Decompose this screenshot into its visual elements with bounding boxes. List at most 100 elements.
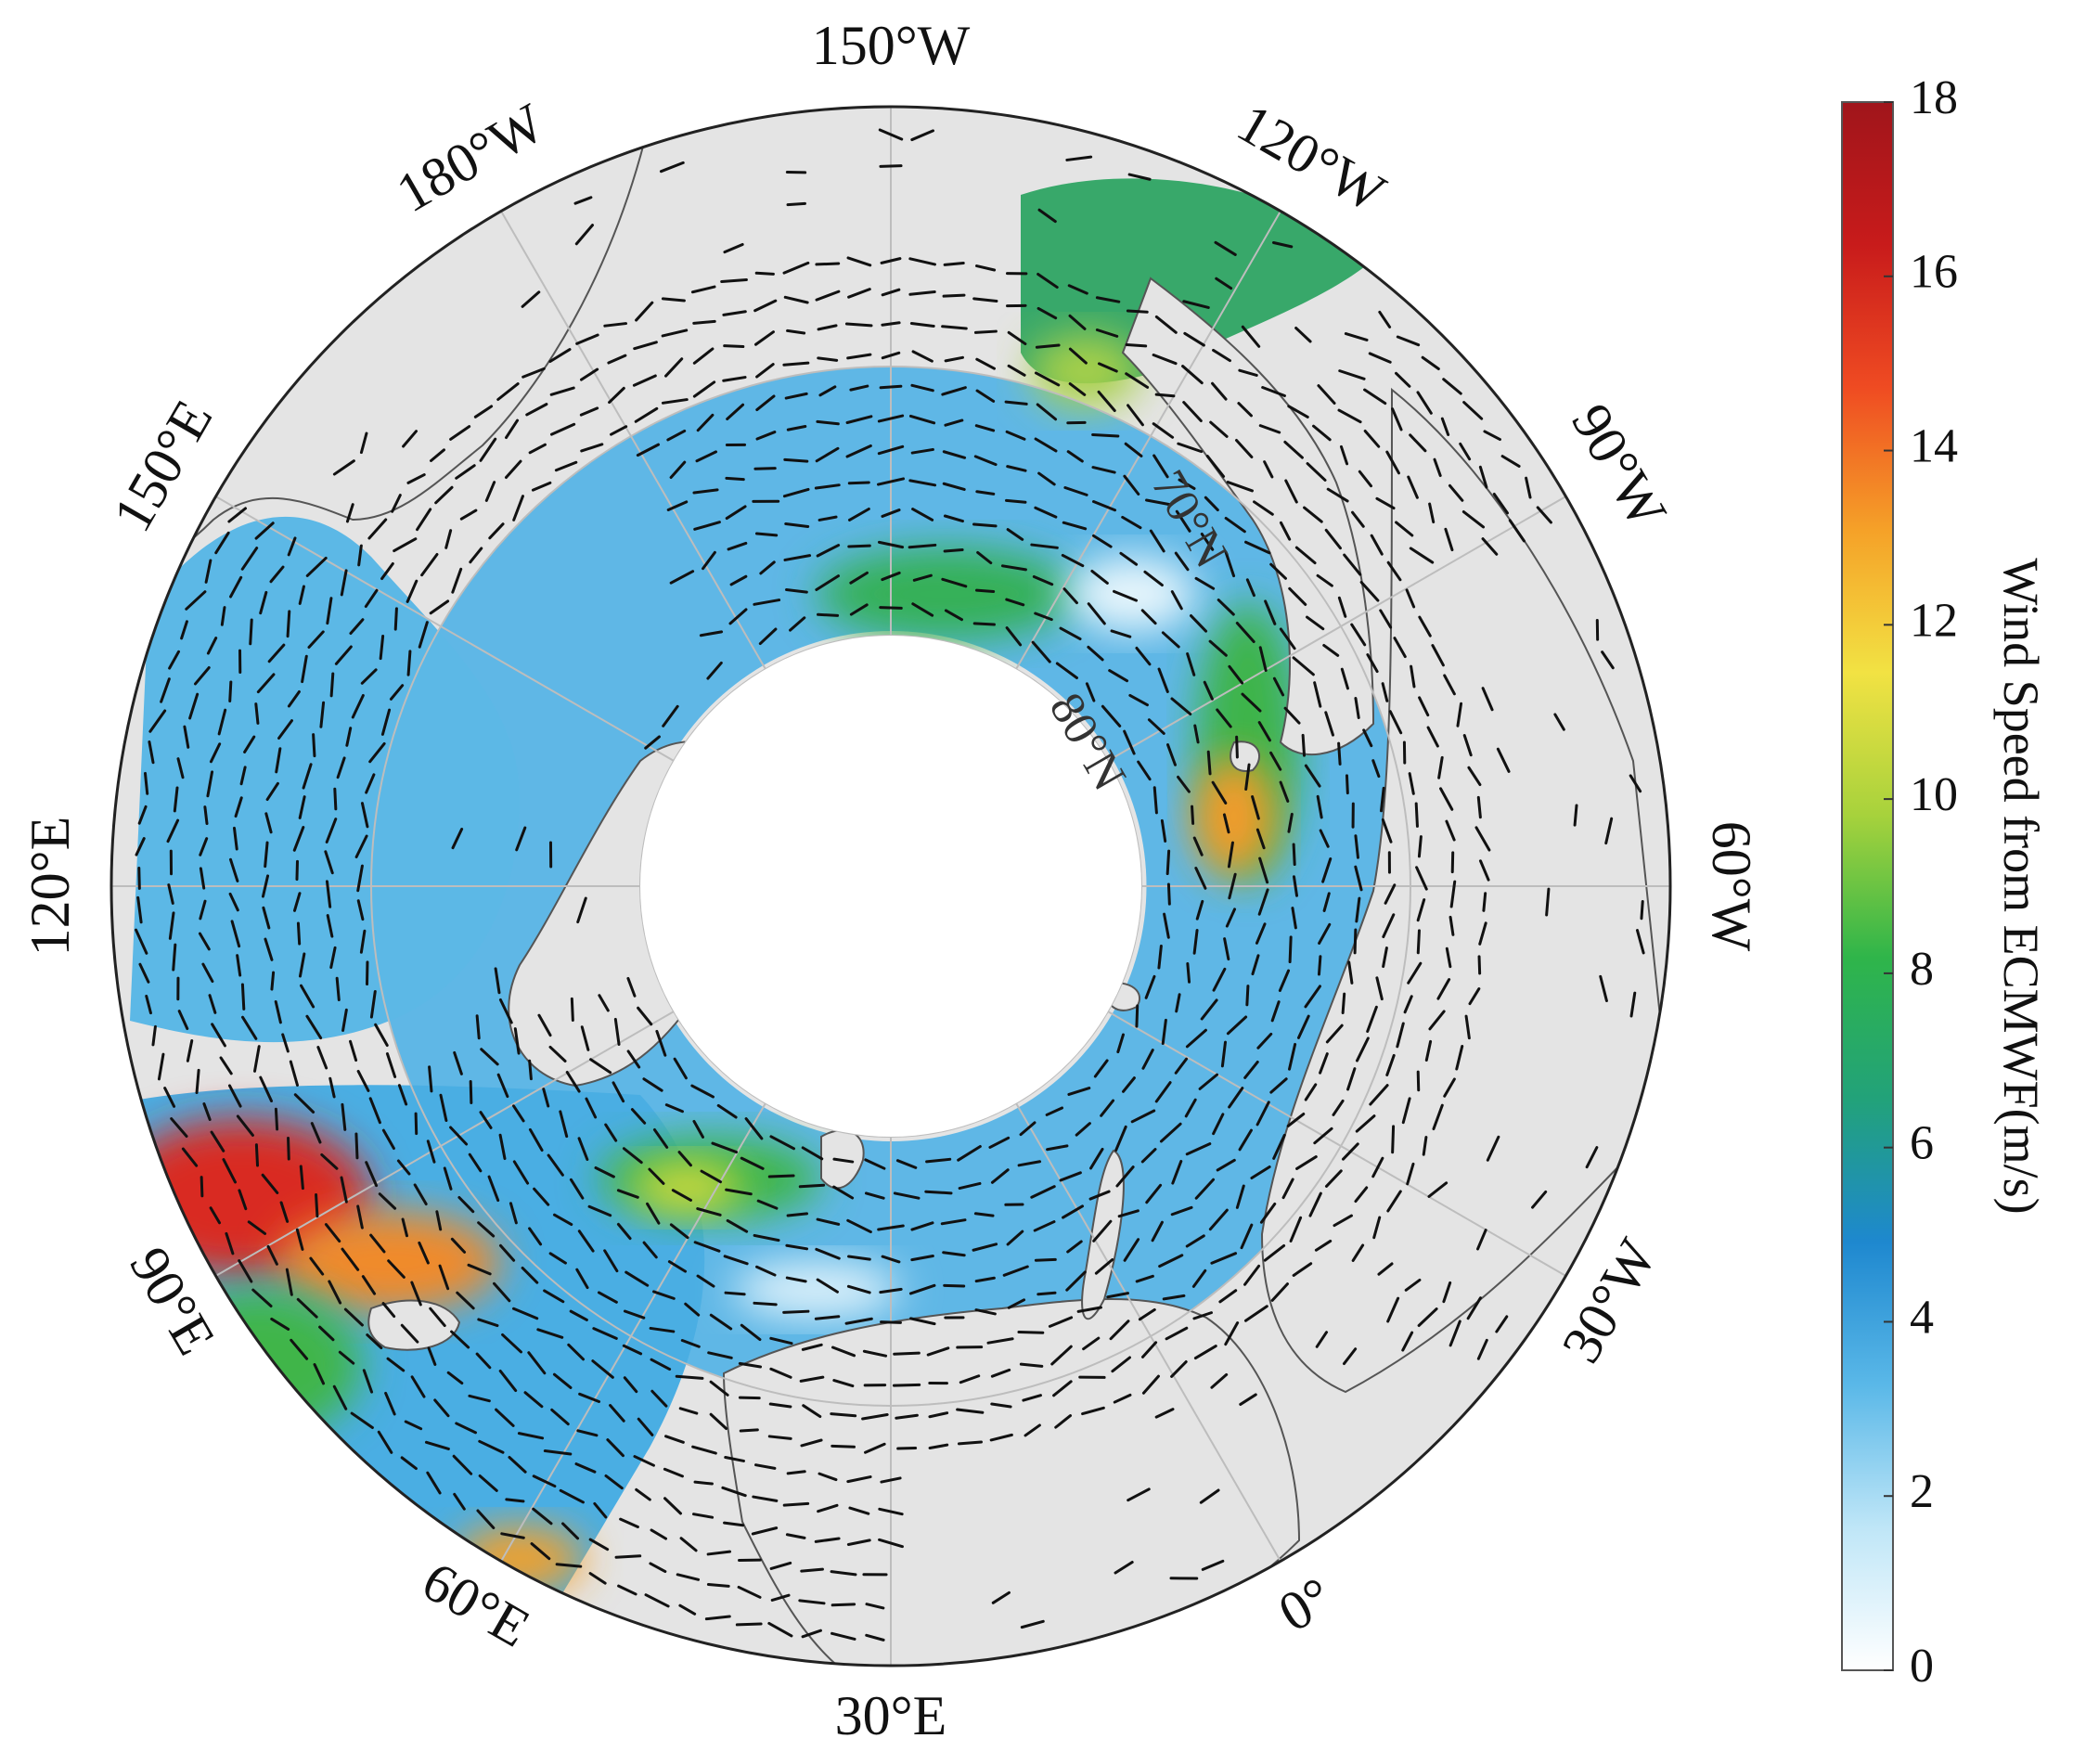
wind-vector (815, 446, 840, 463)
wind-vector (924, 1190, 953, 1195)
meridian-line (215, 1011, 675, 1277)
wind-vector (880, 1476, 902, 1484)
wind-vector (976, 550, 993, 565)
wind-vector (567, 1343, 586, 1361)
wind-vector (722, 376, 747, 382)
wind-vector (880, 257, 902, 264)
wind-vector (597, 1291, 618, 1304)
wind-vector (204, 559, 212, 584)
wind-vector (942, 1251, 966, 1257)
wind-vector (910, 129, 935, 142)
wind-vector (418, 1241, 430, 1265)
wind-vector (211, 1023, 226, 1048)
wind-vector (504, 459, 522, 479)
wind-vector (1257, 888, 1269, 916)
wind-vector (578, 1392, 601, 1403)
wind-vector (724, 1291, 746, 1296)
wind-vector (185, 590, 207, 611)
wind-vector (444, 529, 453, 549)
wind-vector (377, 1430, 393, 1454)
wind-vector (723, 1255, 749, 1266)
wind-vector (1066, 450, 1084, 463)
wind-vector (664, 1103, 684, 1114)
wind-vector (1255, 1101, 1270, 1127)
wind-vector (266, 1244, 278, 1266)
wind-vector (588, 1538, 610, 1552)
wind-vector (650, 1528, 668, 1540)
wind-vector (449, 1126, 469, 1146)
wind-vector (277, 719, 293, 740)
wind-vector (729, 574, 748, 586)
wind-vector (661, 398, 689, 405)
wind-vector (1174, 551, 1190, 572)
wind-vector (815, 1247, 841, 1260)
wind-vector (533, 1187, 550, 1206)
wind-vector (768, 1402, 792, 1409)
wind-vector (911, 508, 934, 521)
wind-vector (592, 1327, 618, 1340)
wind-vector (1034, 437, 1058, 453)
wind-vector (356, 899, 365, 921)
wind-vector (429, 448, 445, 462)
wind-vector (789, 616, 806, 632)
wind-vector (626, 1049, 641, 1069)
wind-vector (435, 1210, 443, 1231)
wind-vector (315, 1193, 319, 1218)
wind-vector (180, 620, 188, 640)
land-east-asia (1260, 387, 1670, 1394)
wind-vector (1317, 384, 1336, 406)
wind-vector (1553, 713, 1565, 731)
wind-vector (1416, 1070, 1421, 1092)
wind-vector (881, 509, 901, 518)
wind-vector (616, 1222, 632, 1241)
wind-vector (310, 1122, 322, 1144)
wind-vector (1341, 1142, 1359, 1161)
wind-vector (570, 997, 574, 1022)
wind-vector (135, 928, 148, 955)
wind-vector (1325, 1024, 1344, 1044)
wind-vector (1424, 1039, 1433, 1062)
wind-vector (815, 290, 841, 302)
wind-vector (1362, 728, 1373, 748)
wind-vector (1062, 1204, 1085, 1219)
wind-vector (453, 1050, 463, 1075)
wind-vector (453, 1492, 466, 1511)
wind-vector (1264, 599, 1277, 625)
wind-vector (1448, 483, 1464, 502)
wind-vector (286, 610, 291, 638)
wind-vector (1629, 774, 1642, 793)
colorbar: 0 2 4 6 8 10 12 14 16 18 Wind Speed from ECMWF(m/… (1841, 71, 2049, 1693)
wind-vector (849, 603, 869, 616)
wind-vector (696, 413, 715, 432)
wind-vector (239, 766, 247, 786)
wind-vector (1205, 455, 1226, 478)
wind-vector (1220, 1040, 1228, 1068)
wind-vector (1317, 955, 1322, 976)
wind-vector (172, 943, 177, 972)
wind-vector (173, 786, 179, 813)
wind-vector (1182, 401, 1203, 423)
wind-vector (1396, 335, 1421, 347)
wind-vector (616, 1189, 639, 1199)
wind-vector (188, 692, 200, 720)
wind-vector (555, 1563, 583, 1568)
wind-vector (548, 1252, 567, 1265)
wind-vector (238, 1189, 248, 1211)
wind-vector (817, 324, 838, 331)
wind-vector (943, 262, 965, 266)
wind-vector (1227, 841, 1234, 869)
wind-vector (709, 1412, 728, 1431)
wind-vector (1604, 817, 1614, 845)
wind-vector (1124, 442, 1143, 457)
wind-vector (1270, 1282, 1289, 1302)
wind-vector (677, 1151, 692, 1167)
wind-vector (1500, 455, 1521, 468)
wind-vector (944, 418, 964, 427)
wind-vector (1342, 1347, 1358, 1366)
wind-vector (1203, 680, 1214, 701)
wind-vector (910, 383, 934, 393)
wind-vector (659, 161, 685, 174)
wind-vector (293, 1093, 315, 1114)
wind-vector (622, 1147, 643, 1165)
wind-vector (782, 1501, 810, 1507)
